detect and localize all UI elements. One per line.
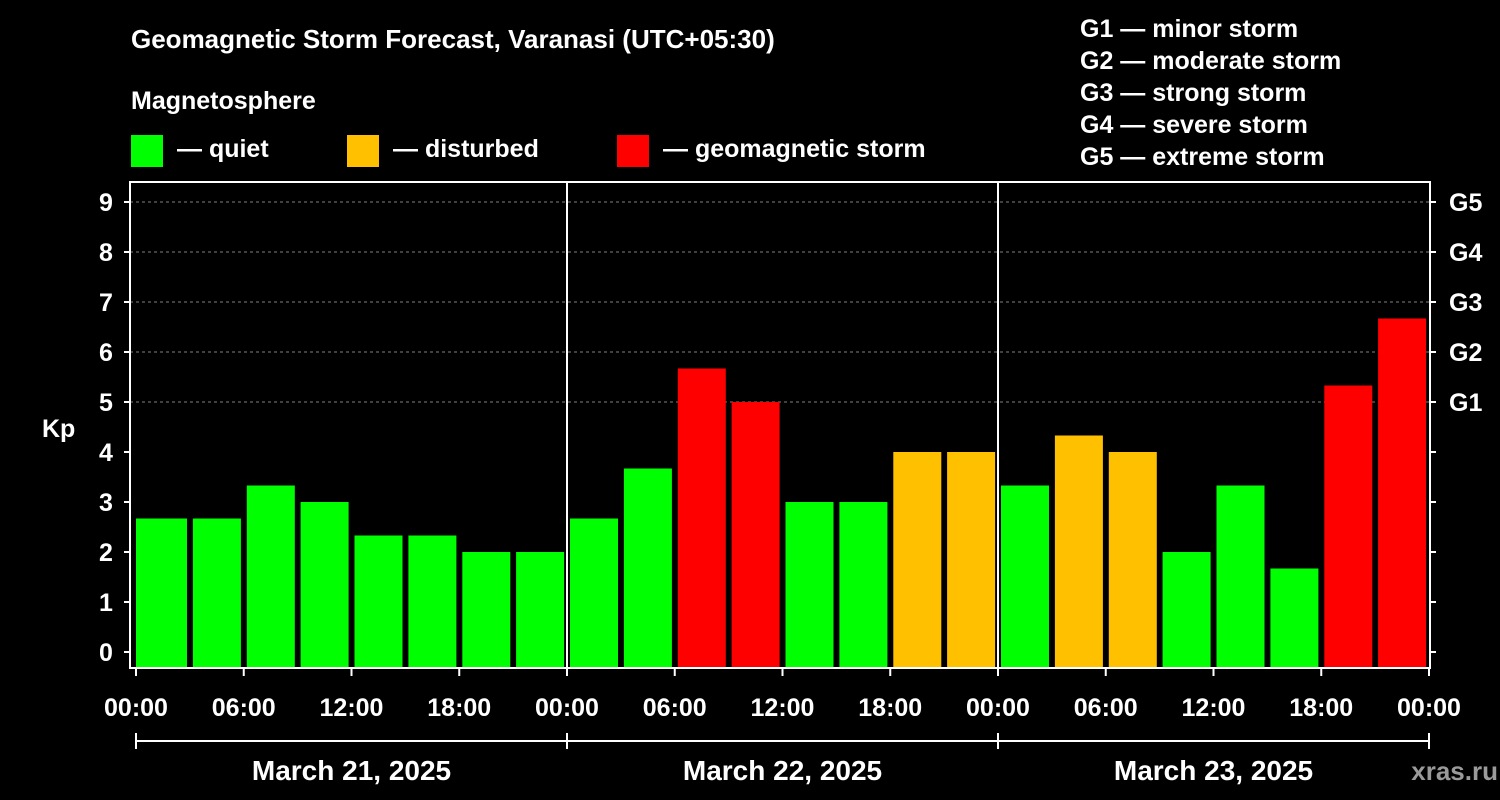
bar-11	[677, 368, 726, 668]
bar-21	[1216, 485, 1265, 668]
legend-label-storm: — geomagnetic storm	[663, 135, 926, 163]
date-label-3: March 23, 2025	[1114, 755, 1313, 786]
bar-24	[1378, 318, 1427, 668]
right-axis-label-g3: G3	[1449, 289, 1482, 317]
storm-scale-g2: G2 — moderate storm	[1080, 47, 1341, 75]
bar-2	[192, 518, 241, 668]
bar-22	[1270, 568, 1319, 668]
x-tick-label-10: 06:00	[1074, 694, 1138, 722]
x-tick-label-9: 00:00	[966, 694, 1030, 722]
storm-scale-g5: G5 — extreme storm	[1080, 143, 1325, 171]
storm-scale-legend: G1 — minor storm G2 — moderate storm G3 …	[1080, 15, 1341, 171]
x-tick-label-12: 18:00	[1289, 694, 1353, 722]
bar-8	[516, 552, 565, 668]
tick-labels: 0 1 2 3 4 5 6 7 8 9 G1 G2 G3 G4 G5 00:00 06:00 12:00 18:00…	[99, 189, 1482, 786]
bar-10	[623, 468, 672, 668]
bar-20	[1162, 552, 1211, 668]
date-label-1: March 21, 2025	[252, 755, 451, 786]
legend-heading: Magnetosphere	[131, 87, 316, 115]
x-tick-label-3: 12:00	[320, 694, 384, 722]
bar-12	[731, 402, 780, 668]
y-tick-label-6: 6	[99, 339, 113, 367]
x-tick-label-1: 00:00	[104, 694, 168, 722]
right-axis-label-g1: G1	[1449, 389, 1482, 417]
bars	[136, 318, 1427, 668]
storm-scale-g4: G4 — severe storm	[1080, 111, 1308, 139]
bar-13	[785, 502, 834, 668]
legend-label-disturbed: — disturbed	[393, 135, 539, 163]
right-axis-label-g5: G5	[1449, 189, 1482, 217]
chart-title: Geomagnetic Storm Forecast, Varanasi (UT…	[131, 24, 775, 54]
x-tick-label-7: 12:00	[751, 694, 815, 722]
bar-23	[1324, 385, 1373, 668]
bar-6	[408, 535, 457, 668]
bar-9	[570, 518, 618, 668]
y-tick-label-9: 9	[99, 189, 113, 217]
bar-1	[136, 518, 187, 668]
storm-scale-g3: G3 — strong storm	[1080, 79, 1306, 107]
legend-swatch-quiet	[131, 135, 163, 167]
date-label-2: March 22, 2025	[683, 755, 882, 786]
bar-15	[893, 452, 942, 668]
watermark: xras.ru	[1411, 756, 1498, 786]
legend-label-quiet: — quiet	[177, 135, 269, 163]
bar-4	[300, 502, 349, 668]
x-tick-label-6: 06:00	[643, 694, 707, 722]
x-tick-label-13: 00:00	[1397, 694, 1461, 722]
bar-18	[1054, 435, 1103, 668]
legend: — quiet — disturbed — geomagnetic storm	[131, 135, 926, 167]
y-tick-label-0: 0	[99, 639, 113, 667]
legend-swatch-storm	[617, 135, 649, 167]
x-tick-label-11: 12:00	[1182, 694, 1246, 722]
bar-16	[947, 452, 996, 668]
y-tick-label-5: 5	[99, 389, 113, 417]
x-tick-label-8: 18:00	[858, 694, 922, 722]
bar-5	[354, 535, 403, 668]
grid-lines	[130, 201, 1430, 403]
bar-3	[246, 485, 295, 668]
storm-scale-g1: G1 — minor storm	[1080, 15, 1298, 43]
y-tick-label-7: 7	[99, 289, 113, 317]
y-tick-label-3: 3	[99, 489, 113, 517]
y-tick-label-1: 1	[99, 589, 113, 617]
x-tick-label-2: 06:00	[212, 694, 276, 722]
plot-frame	[129, 181, 1431, 669]
bar-7	[462, 552, 511, 668]
y-tick-label-4: 4	[99, 439, 113, 467]
bar-14	[839, 502, 888, 668]
y-tick-label-2: 2	[99, 539, 113, 567]
y-axis-label: Kp	[42, 415, 75, 443]
x-tick-label-5: 00:00	[535, 694, 599, 722]
right-axis-label-g2: G2	[1449, 339, 1482, 367]
legend-swatch-disturbed	[347, 135, 379, 167]
bar-17	[1001, 485, 1049, 668]
right-axis-label-g4: G4	[1449, 239, 1482, 267]
axes	[124, 181, 1436, 749]
bar-19	[1108, 452, 1157, 668]
x-tick-label-4: 18:00	[427, 694, 491, 722]
y-tick-label-8: 8	[99, 239, 113, 267]
